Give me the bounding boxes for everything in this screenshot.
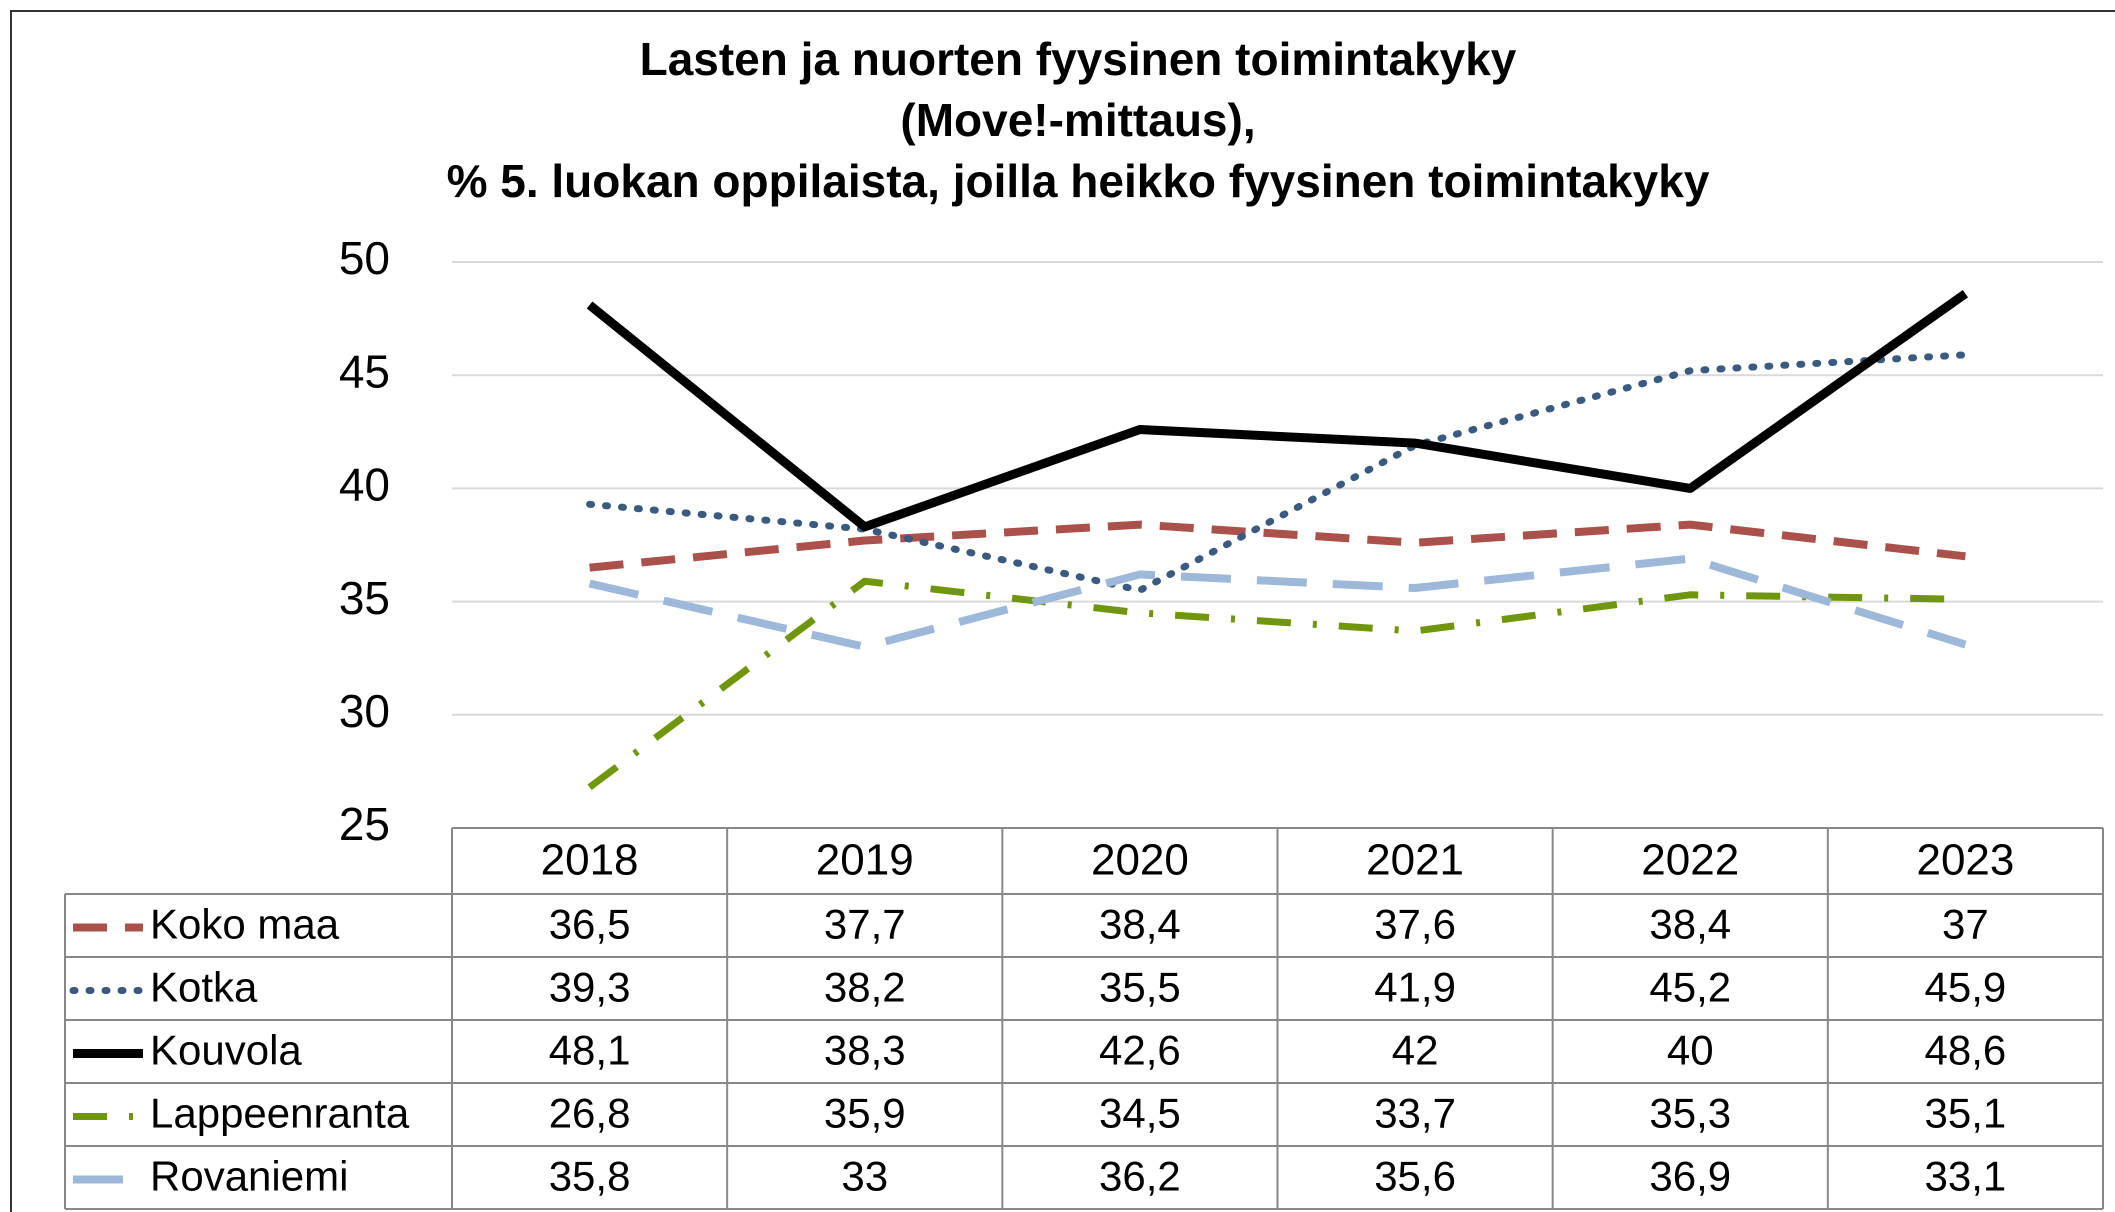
chart-title: % 5. luokan oppilaista, joilla heikko fy… bbox=[447, 155, 1710, 207]
table-value: 48,1 bbox=[549, 1027, 631, 1074]
y-tick-label: 40 bbox=[339, 459, 390, 511]
series-line bbox=[588, 554, 1967, 651]
table-value: 34,5 bbox=[1099, 1090, 1181, 1137]
table-value: 38,3 bbox=[824, 1027, 906, 1074]
table-value: 36,2 bbox=[1099, 1153, 1181, 1200]
series-line bbox=[586, 351, 1969, 594]
y-tick-label: 50 bbox=[339, 232, 390, 284]
x-tick-label: 2019 bbox=[816, 836, 914, 885]
series-line bbox=[589, 520, 1966, 572]
y-tick-label: 35 bbox=[339, 572, 390, 624]
table-value: 45,9 bbox=[1925, 964, 2007, 1011]
x-tick-label: 2020 bbox=[1091, 836, 1189, 885]
table-value: 33 bbox=[841, 1153, 888, 1200]
table-value: 42,6 bbox=[1099, 1027, 1181, 1074]
table-value: 37,6 bbox=[1374, 901, 1456, 948]
table-value: 38,2 bbox=[824, 964, 906, 1011]
table-value: 42 bbox=[1392, 1027, 1439, 1074]
y-tick-label: 45 bbox=[339, 345, 390, 397]
table-value: 36,5 bbox=[549, 901, 631, 948]
table-value: 37 bbox=[1942, 901, 1989, 948]
table-value: 45,2 bbox=[1649, 964, 1731, 1011]
legend-label: Kotka bbox=[150, 964, 258, 1011]
table-value: 33,1 bbox=[1925, 1153, 2007, 1200]
x-tick-label: 2018 bbox=[541, 836, 639, 885]
series-line bbox=[587, 577, 1966, 791]
table-value: 26,8 bbox=[549, 1090, 631, 1137]
table-value: 35,3 bbox=[1649, 1090, 1731, 1137]
frame bbox=[10, 10, 2115, 1212]
table-value: 38,4 bbox=[1099, 901, 1181, 948]
legend-label: Lappeenranta bbox=[150, 1090, 410, 1137]
table-value: 33,7 bbox=[1374, 1090, 1456, 1137]
table-value: 35,5 bbox=[1099, 964, 1181, 1011]
table-value: 36,9 bbox=[1649, 1153, 1731, 1200]
table-value: 35,9 bbox=[824, 1090, 906, 1137]
table-value: 35,6 bbox=[1374, 1153, 1456, 1200]
x-tick-label: 2023 bbox=[1916, 836, 2014, 885]
chart-title: (Move!-mittaus), bbox=[900, 94, 1255, 146]
series-line bbox=[586, 290, 1969, 532]
table-value: 40 bbox=[1667, 1027, 1714, 1074]
table-value: 37,7 bbox=[824, 901, 906, 948]
table-value: 35,8 bbox=[549, 1153, 631, 1200]
legend-label: Koko maa bbox=[150, 901, 340, 948]
table-value: 41,9 bbox=[1374, 964, 1456, 1011]
x-tick-label: 2022 bbox=[1641, 836, 1739, 885]
chart-title: Lasten ja nuorten fyysinen toimintakyky bbox=[640, 33, 1517, 85]
legend-label: Rovaniemi bbox=[150, 1153, 348, 1200]
y-tick-label: 25 bbox=[339, 798, 390, 850]
legend-label: Kouvola bbox=[150, 1027, 302, 1074]
x-tick-label: 2021 bbox=[1366, 836, 1464, 885]
table-value: 48,6 bbox=[1925, 1027, 2007, 1074]
table-value: 35,1 bbox=[1925, 1090, 2007, 1137]
table-value: 39,3 bbox=[549, 964, 631, 1011]
y-tick-label: 30 bbox=[339, 685, 390, 737]
table-value: 38,4 bbox=[1649, 901, 1731, 948]
